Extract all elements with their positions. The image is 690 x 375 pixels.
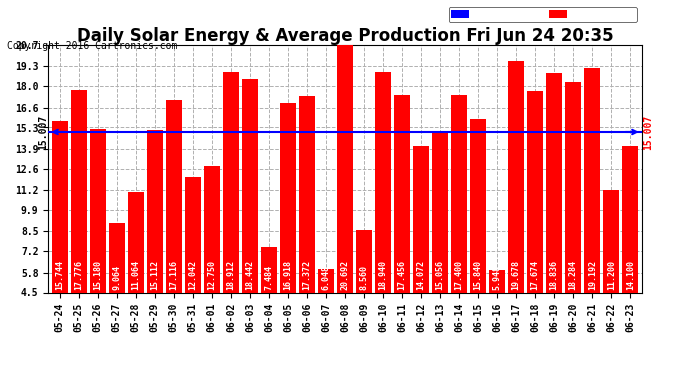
- Text: 15.180: 15.180: [93, 260, 102, 290]
- Text: 12.042: 12.042: [188, 260, 197, 290]
- Bar: [261, 247, 277, 292]
- Text: 5.948: 5.948: [493, 265, 502, 290]
- Text: 7.484: 7.484: [264, 265, 273, 290]
- Bar: [394, 94, 410, 292]
- Bar: [508, 61, 524, 292]
- Bar: [337, 45, 353, 292]
- Bar: [299, 96, 315, 292]
- Bar: [223, 72, 239, 292]
- Bar: [546, 74, 562, 292]
- Text: 18.284: 18.284: [569, 260, 578, 290]
- Text: Copyright 2016 Cartronics.com: Copyright 2016 Cartronics.com: [7, 41, 177, 51]
- Bar: [185, 177, 201, 292]
- Bar: [147, 130, 163, 292]
- Text: 18.912: 18.912: [226, 260, 235, 290]
- Text: 15.056: 15.056: [435, 260, 444, 290]
- Text: 19.192: 19.192: [588, 260, 597, 290]
- Bar: [109, 223, 125, 292]
- Text: 18.442: 18.442: [246, 260, 255, 290]
- Text: 15.007: 15.007: [38, 114, 48, 150]
- Bar: [375, 72, 391, 292]
- Bar: [241, 80, 258, 292]
- Text: 15.112: 15.112: [150, 260, 159, 290]
- Bar: [52, 121, 68, 292]
- Text: 17.400: 17.400: [455, 260, 464, 290]
- Text: 17.776: 17.776: [75, 260, 83, 290]
- Text: 18.836: 18.836: [550, 260, 559, 290]
- Text: 18.940: 18.940: [379, 260, 388, 290]
- Bar: [451, 95, 467, 292]
- Text: 15.007: 15.007: [642, 114, 653, 150]
- Text: 19.678: 19.678: [512, 260, 521, 290]
- Bar: [565, 82, 581, 292]
- Bar: [356, 231, 372, 292]
- Bar: [622, 146, 638, 292]
- Text: 17.372: 17.372: [302, 260, 311, 290]
- Bar: [584, 68, 600, 292]
- Text: 6.048: 6.048: [322, 265, 331, 290]
- Text: 17.456: 17.456: [397, 260, 406, 290]
- Bar: [204, 166, 220, 292]
- Text: 16.918: 16.918: [284, 260, 293, 290]
- Bar: [527, 91, 543, 292]
- Text: 15.840: 15.840: [473, 260, 482, 290]
- Bar: [318, 269, 334, 292]
- Text: 17.116: 17.116: [169, 260, 178, 290]
- Text: 12.750: 12.750: [208, 260, 217, 290]
- Bar: [432, 131, 448, 292]
- Text: 20.692: 20.692: [340, 260, 350, 290]
- Bar: [413, 146, 429, 292]
- Bar: [489, 270, 505, 292]
- Text: 11.200: 11.200: [607, 260, 615, 290]
- Text: 15.744: 15.744: [55, 260, 64, 290]
- Bar: [70, 90, 87, 292]
- Text: 11.064: 11.064: [131, 260, 140, 290]
- Bar: [128, 192, 144, 292]
- Text: 14.100: 14.100: [626, 260, 635, 290]
- Bar: [470, 119, 486, 292]
- Text: 14.072: 14.072: [417, 260, 426, 290]
- Text: 9.064: 9.064: [112, 265, 121, 290]
- Legend: Average  (kWh), Daily  (kWh): Average (kWh), Daily (kWh): [448, 8, 637, 22]
- Text: 17.674: 17.674: [531, 260, 540, 290]
- Bar: [280, 103, 296, 292]
- Title: Daily Solar Energy & Average Production Fri Jun 24 20:35: Daily Solar Energy & Average Production …: [77, 27, 613, 45]
- Bar: [90, 129, 106, 292]
- Text: 8.560: 8.560: [359, 265, 368, 290]
- Bar: [166, 100, 182, 292]
- Bar: [603, 190, 620, 292]
